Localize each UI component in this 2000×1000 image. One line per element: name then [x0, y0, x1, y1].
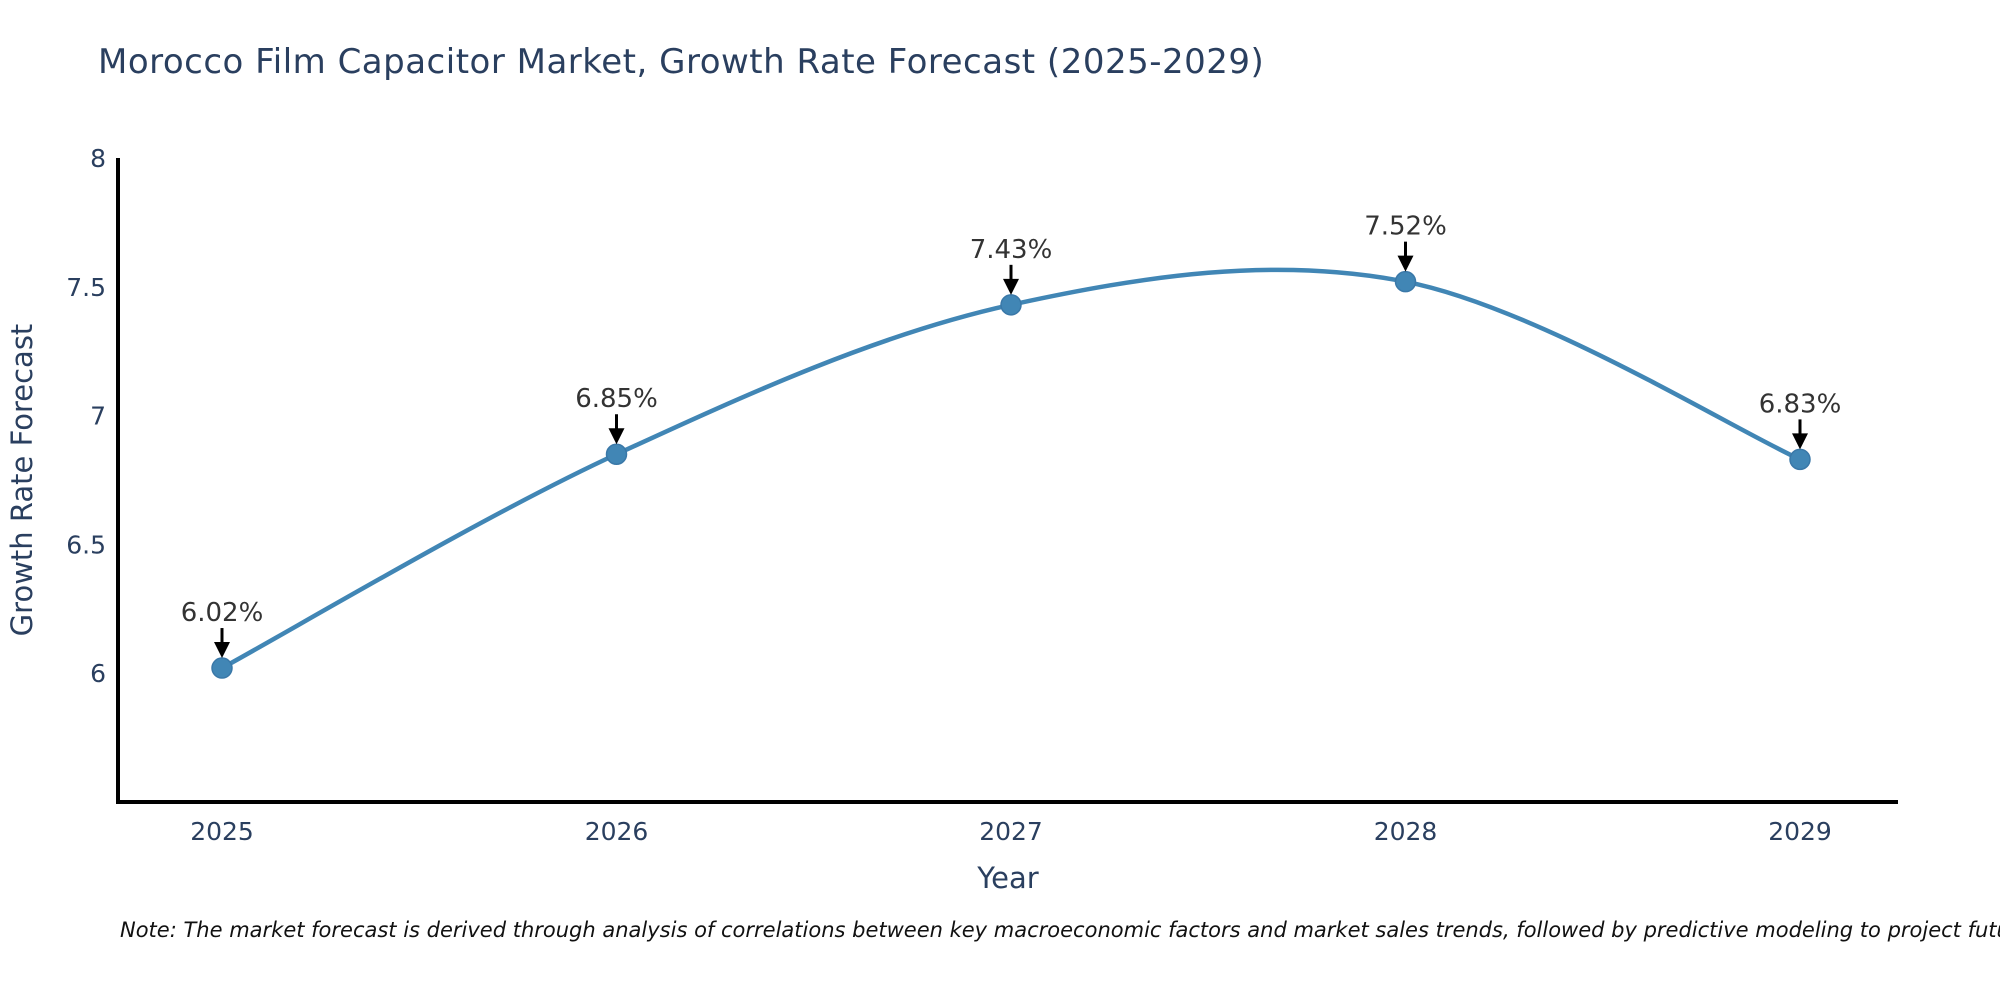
y-axis-title: Growth Rate Forecast: [5, 324, 39, 637]
x-tick-label: 2026: [585, 817, 649, 846]
x-tick-label: 2029: [1768, 817, 1832, 846]
y-tick-label: 6.5: [66, 530, 106, 559]
y-tick-label: 7: [90, 402, 106, 431]
annotation-arrow-head: [214, 642, 230, 659]
annotation-arrow-head: [1003, 278, 1019, 295]
data-point-marker: [1394, 270, 1417, 293]
annotation-arrow-head: [1792, 433, 1808, 450]
trend-line: [219, 267, 1803, 671]
annotation-arrow-head: [608, 428, 625, 445]
chart-title: Morocco Film Capacitor Market, Growth Ra…: [98, 42, 1265, 82]
y-tick-label: 8: [90, 144, 106, 173]
x-tick-label: 2028: [1374, 817, 1438, 846]
x-tick-label: 2025: [190, 817, 254, 846]
data-point-label: 7.52%: [1364, 212, 1447, 242]
annotation-arrow-head: [1397, 255, 1414, 272]
data-point-label: 6.85%: [575, 384, 658, 414]
y-tick-label: 7.5: [66, 273, 106, 302]
x-axis-title: Year: [976, 861, 1038, 895]
data-point-label: 6.83%: [1759, 389, 1842, 419]
data-point-marker: [211, 657, 233, 679]
data-point-label: 6.02%: [181, 598, 264, 628]
x-tick-label: 2027: [979, 817, 1043, 846]
footnote: Note: The market forecast is derived thr…: [120, 918, 2000, 942]
data-point-label: 7.43%: [970, 235, 1053, 265]
y-tick-label: 6: [90, 659, 106, 688]
data-point-marker: [1000, 294, 1022, 316]
data-point-marker: [1789, 448, 1811, 471]
data-point-marker: [605, 443, 628, 465]
